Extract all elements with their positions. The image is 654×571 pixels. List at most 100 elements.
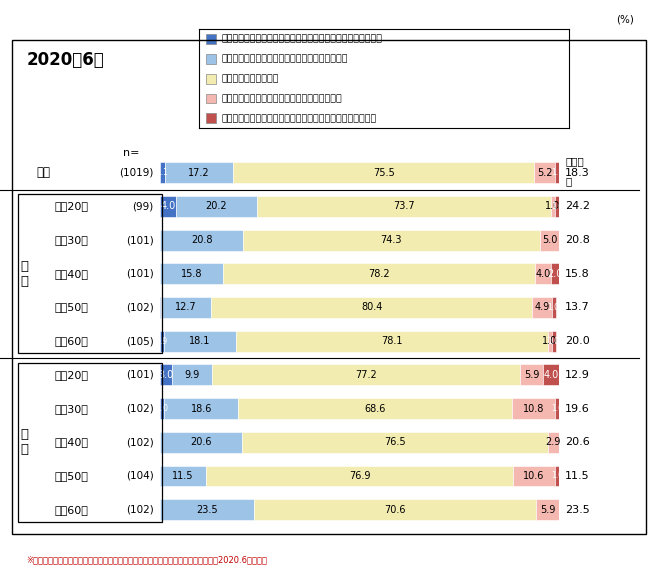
Text: 20.2: 20.2 [205,202,228,211]
Text: 4.0: 4.0 [536,269,551,279]
Text: キャッシュレス決済の利用が今より減ると思う: キャッシュレス決済の利用が今より減ると思う [222,94,343,103]
Bar [164,398,239,419]
Text: 今と変わらないと思う: 今と変わらないと思う [222,74,279,83]
Text: 今後キャッシュレス決済も利用しようと思う（現在現金のみ）: 今後キャッシュレス決済も利用しようと思う（現在現金のみ） [222,34,383,43]
Bar [233,162,534,183]
Text: (102): (102) [126,404,154,413]
Bar [513,465,555,486]
Text: 男性40代: 男性40代 [54,269,88,279]
Text: 3.0: 3.0 [158,370,174,380]
Text: 23.5: 23.5 [565,505,590,514]
Bar [551,331,556,352]
Text: 10.8: 10.8 [523,404,544,413]
Text: 1.0: 1.0 [547,303,560,312]
Bar [551,263,559,284]
Text: 4.0: 4.0 [161,202,176,211]
Bar [555,465,559,486]
Bar [555,398,559,419]
Text: 増える: 増える [565,156,584,166]
Text: キャッシュレス決済を利用しなくなると思う（すべて現金）: キャッシュレス決済を利用しなくなると思う（すべて現金） [222,114,377,123]
Bar [551,196,555,217]
Text: 計: 計 [565,176,572,186]
Text: 78.1: 78.1 [381,336,403,346]
Text: 男
性: 男 性 [21,260,29,288]
Text: 2.9: 2.9 [545,437,561,447]
Bar [212,364,520,385]
Bar [172,364,212,385]
Text: 11.5: 11.5 [565,471,590,481]
Text: (1019): (1019) [119,168,154,178]
Text: (%): (%) [617,14,634,25]
Text: 女性30代: 女性30代 [54,404,88,413]
Text: 男性30代: 男性30代 [54,235,88,245]
Text: 20.0: 20.0 [565,336,590,346]
Text: 9.9: 9.9 [184,370,199,380]
Text: 11.5: 11.5 [173,471,194,481]
Bar [547,331,551,352]
Bar [160,196,176,217]
Text: 1.1: 1.1 [156,168,168,177]
Text: 男性20代: 男性20代 [54,202,88,211]
Text: ※（株）リサーチ・アンド・ディベロプメント「キャッシュレス決済に関する調査（2020.6）」より: ※（株）リサーチ・アンド・ディベロプメント「キャッシュレス決済に関する調査（20… [26,555,267,564]
Bar [547,432,559,453]
Text: 4.9: 4.9 [534,303,549,312]
Text: 5.2: 5.2 [537,168,553,178]
Text: 1.0: 1.0 [545,202,560,211]
Bar [160,499,254,520]
Bar [160,364,172,385]
Text: (105): (105) [126,336,154,346]
Text: (102): (102) [126,437,154,447]
Text: 10.6: 10.6 [523,471,545,481]
Text: 1.0: 1.0 [551,202,563,211]
Bar [176,196,257,217]
Text: (101): (101) [126,269,154,279]
Bar [254,499,536,520]
Text: 20.6: 20.6 [565,437,590,447]
Bar [160,263,223,284]
Text: 20.6: 20.6 [190,437,212,447]
Bar [165,162,233,183]
Text: 80.4: 80.4 [361,303,383,312]
Text: 70.6: 70.6 [384,505,405,514]
Bar [160,465,206,486]
Text: (101): (101) [126,370,154,380]
Bar [160,230,243,251]
Bar [164,331,236,352]
Text: 12.9: 12.9 [565,370,590,380]
Bar [257,196,551,217]
Bar [211,297,532,318]
Text: 1.0: 1.0 [156,404,168,413]
Text: 全体: 全体 [36,166,50,179]
Bar [555,196,559,217]
Text: 78.2: 78.2 [368,269,390,279]
Bar [236,331,547,352]
Text: 24.2: 24.2 [565,202,590,211]
Bar [520,364,543,385]
Text: 15.8: 15.8 [565,269,590,279]
Bar [555,162,560,183]
Text: 2020年6月: 2020年6月 [26,51,104,70]
Text: 18.3: 18.3 [565,168,590,178]
Text: キャッシュレス決済の利用が今より増えると思う: キャッシュレス決済の利用が今より増えると思う [222,54,348,63]
Bar [243,230,540,251]
Text: 女性50代: 女性50代 [54,471,88,481]
Text: 75.5: 75.5 [373,168,395,178]
Text: (99): (99) [133,202,154,211]
Bar [223,263,535,284]
Text: 77.2: 77.2 [355,370,377,380]
Bar [161,297,211,318]
Bar [206,34,216,43]
Text: 男性60代: 男性60代 [54,336,88,346]
Bar [540,230,560,251]
Text: (102): (102) [126,303,154,312]
Bar [160,331,164,352]
Text: 1.0: 1.0 [551,472,563,480]
Bar [239,398,512,419]
Text: (104): (104) [126,471,154,481]
Text: 68.6: 68.6 [364,404,386,413]
Bar [206,94,216,103]
Text: 女
性: 女 性 [21,428,29,456]
Text: 18.1: 18.1 [189,336,211,346]
Text: 1.0: 1.0 [547,337,560,345]
Text: 17.2: 17.2 [188,168,210,178]
